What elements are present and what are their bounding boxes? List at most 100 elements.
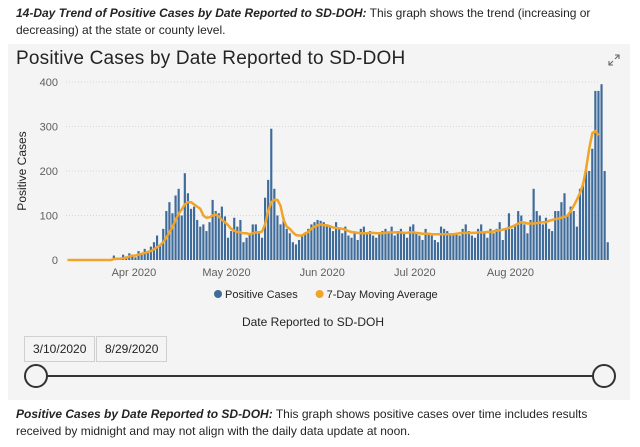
bar [476, 228, 480, 260]
legend-label: Positive Cases [225, 289, 298, 301]
bar [418, 235, 421, 260]
bar [597, 90, 600, 261]
bar [146, 251, 149, 260]
bar [288, 233, 291, 260]
bar [313, 222, 316, 260]
bar [433, 239, 436, 260]
top-caption-text: This graph shows the trend (increasing o… [16, 6, 591, 37]
bar [517, 211, 520, 260]
bar [171, 213, 174, 260]
bar [251, 224, 254, 260]
bottom-caption-text: This graph shows positive cases over tim… [16, 407, 588, 438]
legend-label: 7-Day Moving Average [327, 289, 438, 301]
bar [520, 215, 523, 260]
bar [335, 222, 338, 260]
bar [319, 220, 322, 260]
bar [177, 188, 180, 260]
bar [248, 233, 251, 260]
bar [270, 128, 273, 260]
bar [510, 228, 514, 260]
bar [464, 224, 467, 260]
x-axis-label: Date Reported to SD-DOH [242, 315, 384, 329]
legend-marker [214, 290, 222, 298]
bar [452, 233, 455, 260]
bar [378, 233, 381, 260]
bar [381, 231, 384, 260]
bar [443, 228, 446, 260]
bar [279, 224, 282, 260]
bar [396, 231, 399, 260]
bar [523, 224, 526, 260]
bar [467, 231, 470, 260]
bar [591, 148, 594, 260]
bar [600, 84, 603, 260]
bar [294, 244, 298, 260]
y-tick-label: 400 [40, 77, 58, 89]
bar [202, 224, 205, 260]
bar [245, 237, 248, 260]
bar [514, 224, 517, 260]
date-slider-track[interactable] [34, 375, 604, 377]
bar [578, 188, 582, 260]
bar [483, 233, 486, 260]
bar [461, 228, 464, 260]
bar [507, 213, 511, 260]
moving-average-line [67, 129, 600, 262]
bar [242, 242, 245, 260]
bar [387, 233, 390, 260]
bar [362, 226, 365, 260]
bar [402, 233, 406, 260]
bar [446, 231, 449, 260]
y-tick-label: 100 [40, 211, 58, 223]
bar [560, 202, 563, 260]
bar [547, 228, 551, 260]
bar [606, 242, 609, 260]
bar [236, 226, 239, 260]
bar [304, 233, 307, 260]
bar [489, 228, 492, 260]
focus-mode-icon[interactable] [608, 54, 620, 66]
bar [569, 206, 572, 260]
chart-visual: Positive Cases by Date Reported to SD-DO… [8, 44, 630, 400]
bar [603, 171, 606, 260]
bar [328, 226, 331, 260]
bar [189, 208, 193, 260]
bar [264, 197, 267, 260]
bar [152, 242, 156, 260]
bar [368, 231, 372, 260]
bar [390, 226, 393, 260]
bar [199, 226, 202, 260]
bar [486, 237, 489, 260]
bar [501, 239, 504, 260]
bar [427, 233, 430, 260]
bar [291, 242, 294, 260]
bar [285, 228, 288, 260]
bar [594, 90, 597, 261]
bar [331, 231, 335, 260]
slider-start-handle[interactable] [24, 364, 48, 388]
bar [350, 237, 353, 260]
bar [384, 228, 387, 260]
bar [282, 217, 285, 260]
chart-title: Positive Cases by Date Reported to SD-DO… [16, 48, 406, 69]
bottom-caption-title: Positive Cases by Date Reported to SD-DO… [16, 407, 273, 421]
bar [480, 224, 483, 260]
bar [424, 228, 427, 260]
y-tick-label: 0 [52, 255, 58, 267]
bar [492, 233, 495, 260]
start-date-input[interactable]: 3/10/2020 [24, 336, 96, 362]
legend-marker [315, 290, 324, 298]
bar [372, 235, 375, 260]
bar [149, 246, 152, 260]
bar [211, 199, 214, 260]
bar [220, 206, 223, 260]
bar [538, 215, 541, 260]
bar [375, 237, 378, 260]
bottom-caption: Positive Cases by Date Reported to SD-DO… [16, 406, 626, 440]
bar [399, 228, 402, 260]
bar [585, 166, 588, 260]
bar [566, 215, 569, 260]
slider-end-handle[interactable] [592, 364, 616, 388]
end-date-input[interactable]: 8/29/2020 [96, 336, 168, 362]
bar [551, 231, 554, 260]
